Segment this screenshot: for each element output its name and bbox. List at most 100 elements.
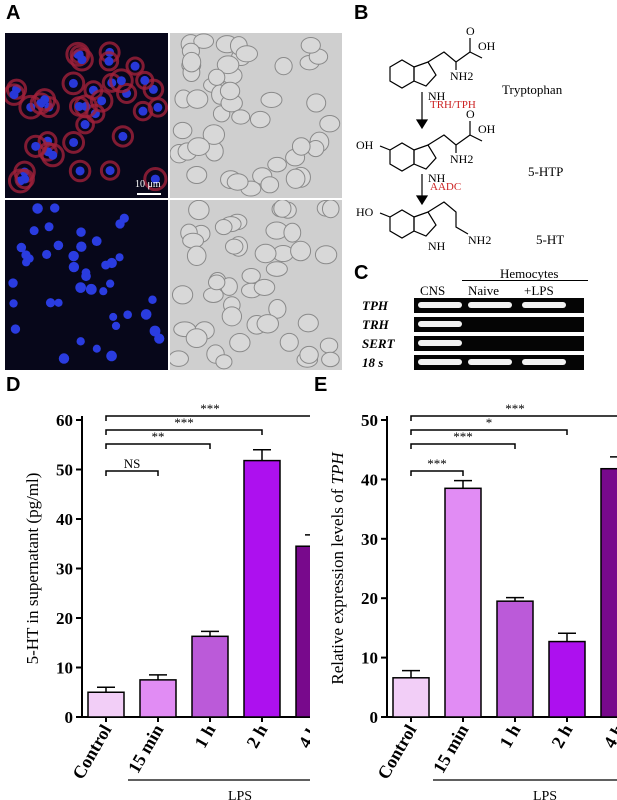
cell-membrane <box>132 100 154 122</box>
cell-nucleus <box>80 120 90 130</box>
cell-outline <box>314 245 338 265</box>
cell-outline <box>265 261 288 277</box>
gel-gene-label: TPH <box>362 298 388 313</box>
x-tick-label: Control <box>68 721 115 783</box>
gel-band <box>522 359 566 365</box>
gel-band <box>468 302 512 308</box>
cell-outline <box>219 81 241 101</box>
cell-outline <box>172 121 193 140</box>
cell-outline <box>253 278 276 296</box>
cell-outline <box>274 57 293 76</box>
cell-nucleus <box>10 324 21 334</box>
gel-column-cns: CNS <box>420 283 446 298</box>
cell-nucleus <box>69 137 79 147</box>
significance-label: NS <box>124 456 141 471</box>
htp-label: 5-HTP <box>528 164 563 179</box>
fluorescence-cells-bottom <box>8 203 165 364</box>
cell-nucleus <box>104 56 114 66</box>
cell-membrane <box>37 141 58 162</box>
cell-nucleus <box>75 166 85 176</box>
cell-membrane <box>68 159 92 183</box>
cell-outline <box>221 306 243 327</box>
cell-outline <box>186 245 207 267</box>
significance-label: ** <box>152 429 165 444</box>
cell-membrane <box>29 92 52 115</box>
cell-outline <box>186 89 209 109</box>
gel-band <box>418 321 462 327</box>
cell-nucleus <box>45 298 56 308</box>
htp-oh-bond <box>379 145 391 151</box>
cell-nucleus <box>58 353 70 364</box>
tryptophan-hydroxyl-bond <box>469 51 483 59</box>
cell-nucleus <box>116 76 126 86</box>
nh-label-1: NH <box>428 89 446 103</box>
gel-gene-label: TRH <box>362 317 389 332</box>
y-tick-label: 10 <box>56 659 73 678</box>
bar <box>496 600 534 718</box>
cell-nucleus <box>48 150 58 160</box>
lps-group-label: LPS <box>228 789 252 800</box>
cell-nucleus <box>9 90 19 100</box>
cell-nucleus <box>16 242 27 253</box>
cell-outline <box>208 68 226 86</box>
cell-nucleus <box>99 287 108 296</box>
significance-bracket <box>105 415 310 421</box>
cell-outline <box>181 51 202 73</box>
cell-outline <box>186 165 208 184</box>
nh-label-2: NH <box>428 171 446 185</box>
cell-nucleus <box>42 249 52 260</box>
bar <box>444 487 482 718</box>
oh-label-2: OH <box>478 122 496 136</box>
cell-outline <box>319 337 339 354</box>
cell-outline <box>297 313 319 333</box>
gel-hemocytes-bracket <box>462 280 588 281</box>
cell-outline <box>260 91 283 108</box>
cell-nucleus <box>44 222 54 232</box>
cell-nucleus <box>118 131 128 141</box>
cell-nucleus <box>53 240 64 251</box>
bar <box>548 640 586 718</box>
dic-cells-bottom <box>170 200 340 370</box>
cell-nucleus <box>68 78 78 88</box>
cell-membrane <box>33 88 57 112</box>
gel-band <box>418 302 462 308</box>
cell-outline <box>235 45 258 63</box>
htp-hydroxyl-bond <box>469 134 483 142</box>
cell-outline <box>231 109 251 125</box>
cell-outline <box>285 168 306 189</box>
cell-membrane <box>99 160 121 181</box>
cell-membrane <box>70 47 94 72</box>
panel-letter-c: C <box>354 262 369 284</box>
nh2-label-3: NH2 <box>468 233 491 247</box>
bar <box>191 635 229 718</box>
cell-nucleus <box>76 241 87 252</box>
x-tick-label: Control <box>373 721 420 783</box>
cell-outline <box>249 110 271 129</box>
cell-outline <box>268 298 287 319</box>
scale-bar-label: 10 μm <box>135 179 161 190</box>
cell-membrane <box>109 68 134 94</box>
significance-bracket <box>105 470 159 476</box>
cell-membrane <box>89 89 114 113</box>
cell-nucleus <box>153 102 163 112</box>
ht-pyrrole-ring <box>413 211 437 237</box>
cell-outline <box>290 240 312 262</box>
dic-cells-top <box>170 33 341 197</box>
htp-side-chain <box>427 134 471 146</box>
cell-nucleus <box>76 337 85 346</box>
significance-bracket <box>105 443 211 449</box>
significance-bracket <box>410 429 568 435</box>
cell-outline <box>202 124 226 145</box>
tryptophan-pyrrole-ring <box>413 61 437 87</box>
gel-column-lps: +LPS <box>524 283 554 298</box>
panel-letter-e: E <box>314 374 328 396</box>
cell-outline <box>207 274 226 291</box>
y-axis-label: Relative expression levels of TPH <box>328 451 347 685</box>
gel-column-naive: Naive <box>468 283 500 298</box>
chart-tph-expression: 0 10 20 30 40 50 Relative expression levels of… <box>328 401 617 800</box>
cell-outline <box>254 243 277 264</box>
chart-5ht-supernatant: 0 10 20 30 40 50 60 5-HT in supernatant (pg/ml)… <box>23 401 310 800</box>
tryptophan-label: Tryptophan <box>502 82 563 97</box>
bar <box>295 545 310 718</box>
y-tick-label: 0 <box>370 708 379 727</box>
